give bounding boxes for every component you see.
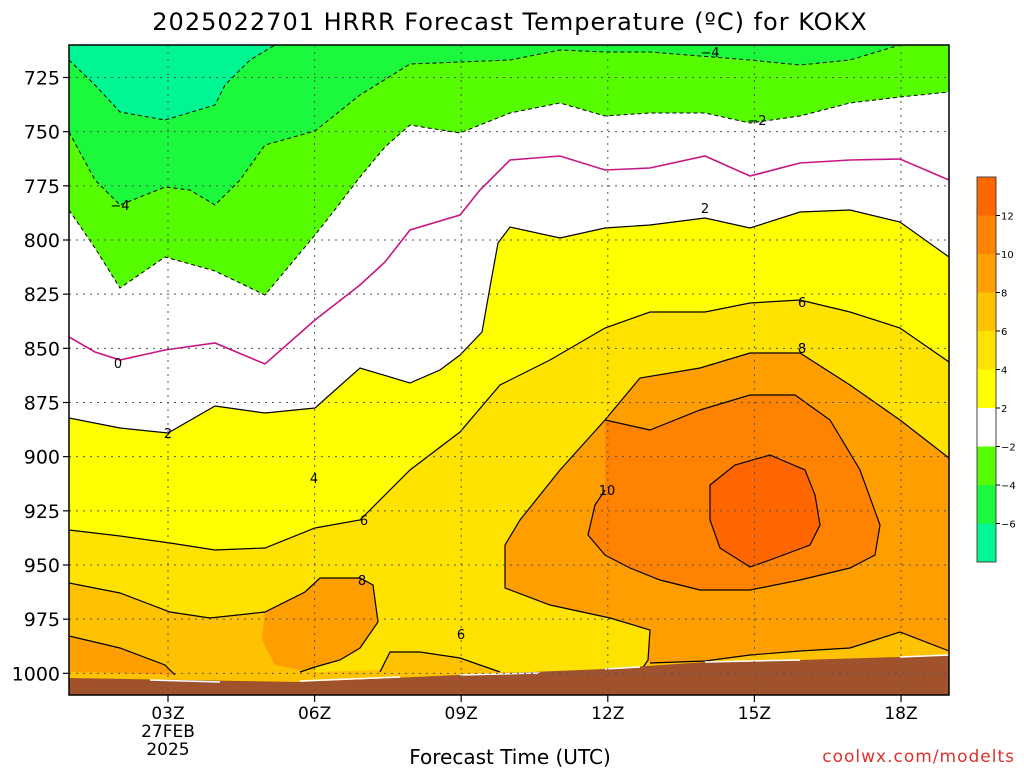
ground — [69, 655, 949, 695]
x-date-label: 27FEB — [141, 722, 195, 742]
contour-minus2 — [69, 91, 949, 296]
contour-label: 6 — [360, 514, 368, 529]
colorbar-tick-label: −6 — [1001, 520, 1016, 531]
colorbar-tick-label: 6 — [1001, 327, 1007, 338]
y-tick-label: 725 — [24, 68, 60, 90]
colorbar-tick-label: −4 — [1001, 481, 1016, 492]
contour-6c — [504, 352, 949, 546]
y-tick-label: 825 — [24, 284, 60, 306]
contour-label: 0 — [114, 357, 122, 372]
contour-label: 8 — [358, 574, 366, 589]
contour-8b — [69, 635, 176, 676]
colorbar-tick-label: −2 — [1001, 443, 1016, 454]
contour-4 — [69, 299, 949, 551]
contour-8 — [504, 545, 651, 673]
colorbar-tick-label: 8 — [1001, 289, 1007, 300]
contour-10 — [587, 394, 881, 591]
colorbar-tick-label: 12 — [1001, 212, 1014, 223]
y-tick-label: 850 — [24, 338, 60, 360]
band-8-10-left — [69, 636, 175, 675]
x-tick-label: 18Z — [884, 704, 917, 724]
band-below-minus6 — [69, 45, 275, 120]
colorbar-segment — [977, 523, 996, 563]
y-tick-label: 875 — [24, 393, 60, 415]
contour-label: 2 — [701, 202, 709, 217]
colorbar-segment — [977, 331, 996, 370]
colorbar-segment — [977, 408, 996, 447]
contour-label: 2 — [164, 427, 172, 442]
contour-0 — [69, 155, 949, 365]
y-tick-label: 900 — [24, 447, 60, 469]
y-tick-label: 975 — [24, 609, 60, 631]
contour-label: 8 — [798, 342, 806, 357]
colorbar-tick-label: 4 — [1001, 366, 1007, 377]
y-tick-label: 800 — [24, 230, 60, 252]
y-tick-label: 925 — [24, 501, 60, 523]
x-date-label: 2025 — [146, 740, 189, 760]
y-tick-label: 1000 — [12, 663, 60, 685]
band-8-10-mid — [262, 578, 378, 670]
colorbar-segment — [977, 292, 996, 332]
x-tick-label: 15Z — [738, 704, 771, 724]
contour-6b — [379, 651, 501, 673]
colorbar-segment — [977, 254, 996, 293]
x-tick-label: 06Z — [298, 704, 331, 724]
y-tick-label: 950 — [24, 555, 60, 577]
colorbar-segment — [977, 446, 996, 486]
colorbar-segment — [977, 215, 996, 255]
band-above-12 — [710, 455, 820, 567]
y-tick-label: 775 — [24, 176, 60, 198]
plot-frame — [68, 44, 950, 696]
contour-label: −2 — [747, 114, 766, 129]
ground-edge — [149, 654, 949, 683]
contour-label: 6 — [798, 296, 806, 311]
x-axis-label: Forecast Time (UTC) — [409, 745, 611, 768]
colorbar-tick-label: 2 — [1001, 404, 1007, 415]
credit-text: coolwx.com/modelts — [822, 747, 1015, 767]
contour-label: −4 — [700, 46, 719, 61]
contour-label: −4 — [110, 199, 129, 214]
negative-contours — [69, 45, 949, 296]
colorbar-segment — [977, 485, 996, 524]
y-axis: 725 750 775 800 825 850 875 900 925 950 975 1000 — [12, 68, 69, 685]
contour-12 — [709, 454, 821, 568]
x-tick-label: 09Z — [445, 704, 478, 724]
contour-8c — [649, 631, 949, 664]
contour-2 — [69, 209, 949, 434]
contour-minus4 — [69, 45, 901, 206]
contour-label: 4 — [310, 472, 318, 487]
contour-lines — [69, 209, 949, 676]
colorbar-segment — [977, 369, 996, 409]
contour-label: 6 — [457, 628, 465, 643]
colorbar-tick-label: 10 — [1001, 250, 1014, 261]
x-tick-label: 12Z — [591, 704, 624, 724]
colorbar: 12 10 8 6 4 2 −2 −4 −6 — [976, 176, 1016, 563]
contour-minus6 — [69, 45, 276, 121]
colorbar-segment — [977, 177, 996, 216]
x-tick-label: 03Z — [151, 704, 184, 724]
chart-title: 2025022701 HRRR Forecast Temperature (ºC… — [152, 8, 867, 36]
band-minus4-minus6 — [69, 45, 949, 205]
plot-area — [69, 45, 949, 695]
contour-labels: −4 −2 −4 0 2 2 4 6 6 8 6 8 10 — [110, 46, 806, 643]
y-tick-label: 750 — [24, 122, 60, 144]
contour-label: 10 — [599, 484, 616, 499]
contour-6 — [69, 577, 379, 673]
